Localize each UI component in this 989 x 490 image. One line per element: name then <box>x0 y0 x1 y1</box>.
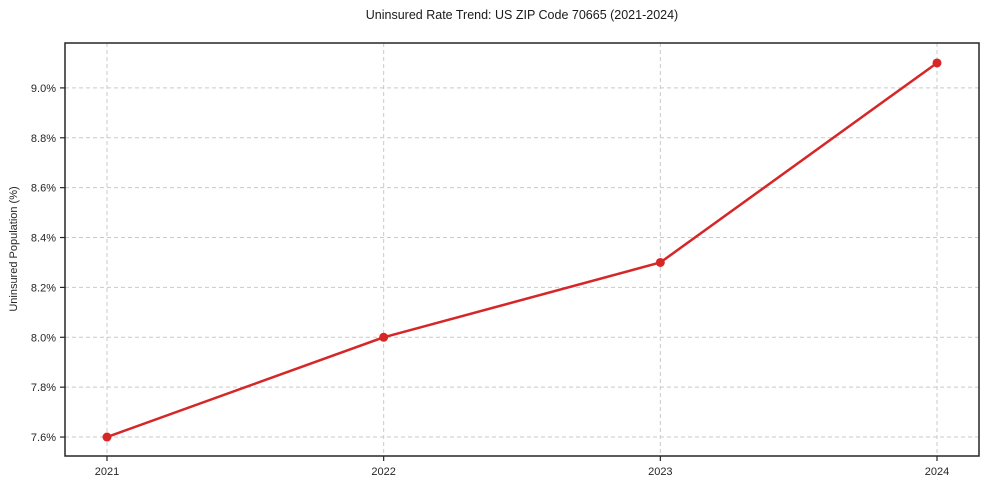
y-tick-label: 8.2% <box>31 282 56 294</box>
x-tick-label: 2024 <box>925 466 949 478</box>
plot-border <box>64 42 980 457</box>
data-point-marker <box>379 332 389 342</box>
chart-title: Uninsured Rate Trend: US ZIP Code 70665 … <box>365 8 679 22</box>
y-tick-label: 8.6% <box>31 183 56 195</box>
y-tick-label: 9.0% <box>31 83 56 95</box>
data-point-marker <box>932 58 942 68</box>
y-tick-label: 8.0% <box>31 332 56 344</box>
data-point-marker <box>102 432 112 442</box>
y-tick-label: 7.8% <box>31 382 56 394</box>
data-point-marker <box>655 257 665 267</box>
trend-line <box>105 61 939 439</box>
y-tick-label: 8.4% <box>31 233 56 245</box>
x-tick-label: 2021 <box>95 466 119 478</box>
y-tick-label: 7.6% <box>31 432 56 444</box>
x-tick-label: 2023 <box>648 466 672 478</box>
x-tick-label: 2022 <box>371 466 395 478</box>
y-tick-label: 8.8% <box>31 133 56 145</box>
